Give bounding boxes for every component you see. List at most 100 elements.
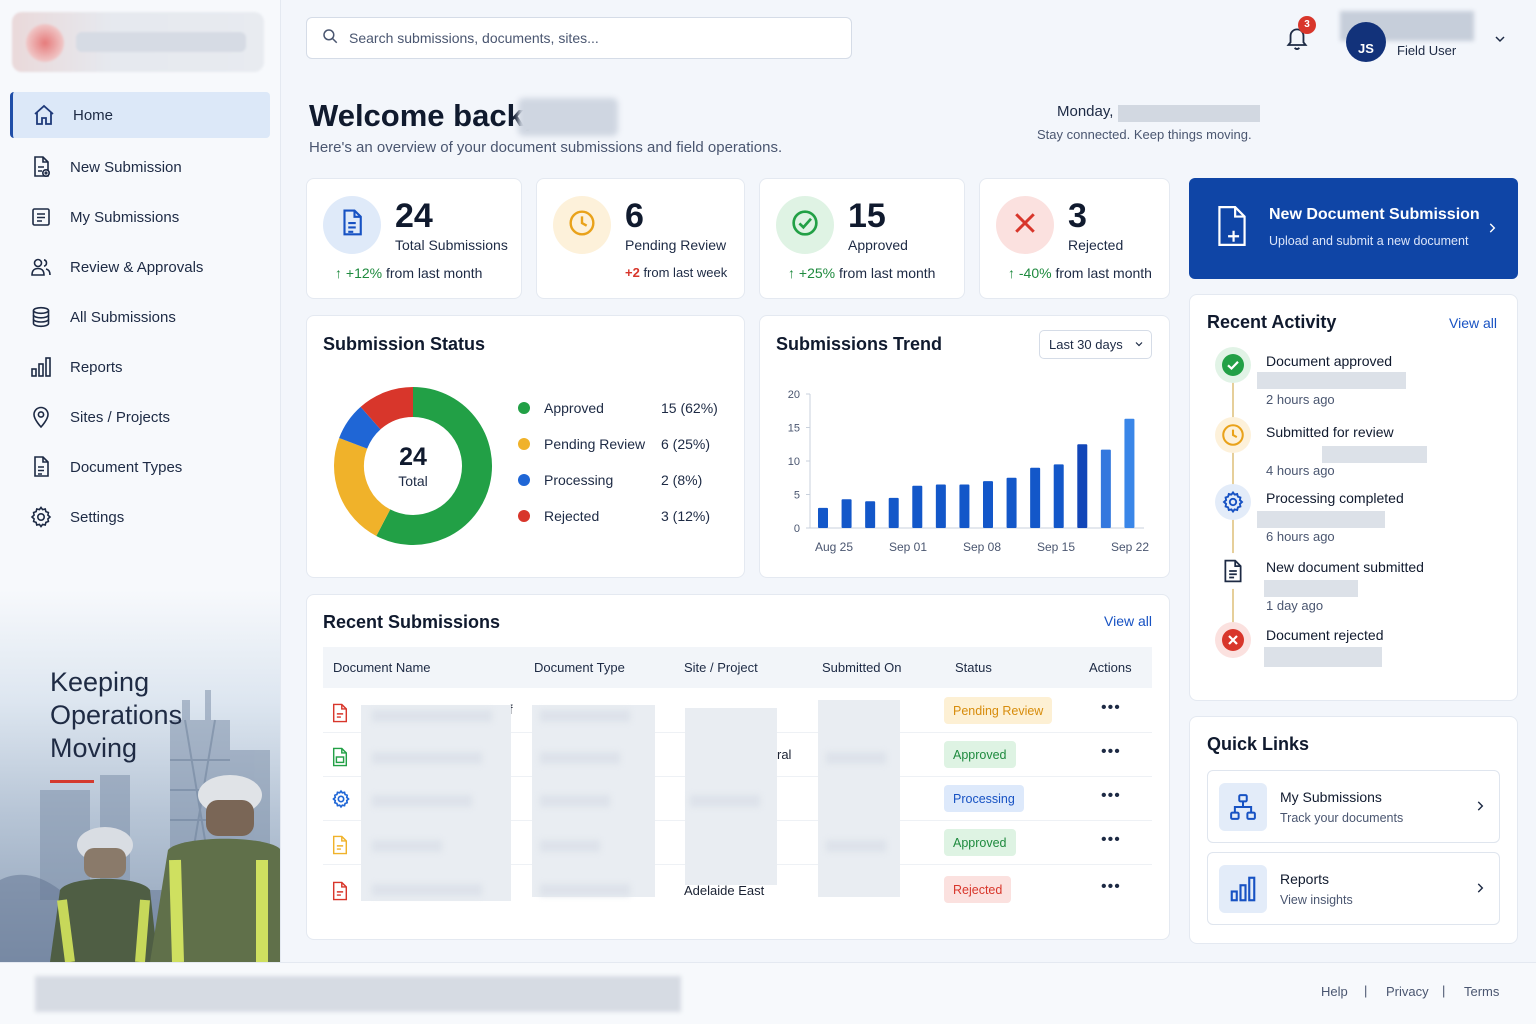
sidebar-item-new-submission[interactable]: New Submission bbox=[0, 142, 280, 192]
redacted-text bbox=[372, 710, 492, 722]
trend-bar bbox=[1100, 449, 1111, 528]
notification-badge: 3 bbox=[1298, 16, 1316, 34]
chevron-right-icon bbox=[1485, 220, 1499, 241]
footer-separator: | bbox=[1364, 983, 1368, 998]
search-icon bbox=[321, 27, 339, 50]
document-icon bbox=[337, 208, 367, 243]
row-actions-button[interactable]: ••• bbox=[1101, 878, 1121, 895]
quick-link-my-submissions[interactable]: My Submissions Track your documents bbox=[1207, 770, 1500, 843]
stat-card-total[interactable]: 24 Total Submissions ↑ +12% from last mo… bbox=[306, 178, 522, 299]
stat-card-approved[interactable]: 15 Approved ↑ +25% from last month bbox=[759, 178, 965, 299]
sidebar-item-home[interactable]: Home bbox=[10, 92, 270, 138]
trend-bar bbox=[865, 501, 876, 528]
clock-icon bbox=[566, 207, 598, 244]
stat-value: 15 bbox=[848, 197, 886, 235]
redacted-text bbox=[1322, 446, 1427, 463]
doc-file-icon bbox=[331, 835, 349, 860]
stat-icon-wrap bbox=[323, 196, 381, 254]
row-actions-button[interactable]: ••• bbox=[1101, 787, 1121, 804]
sidebar-nav: Home New Submission My Submissions Revie… bbox=[0, 92, 280, 542]
trend-bar bbox=[1030, 467, 1041, 528]
site-fragment: ral bbox=[777, 747, 792, 762]
sitemap-icon bbox=[1219, 783, 1267, 831]
app-logo[interactable] bbox=[12, 12, 264, 72]
stat-delta: ↑ +12% from last month bbox=[335, 265, 482, 281]
card-title: Recent Submissions bbox=[323, 612, 501, 632]
trend-bar bbox=[841, 499, 852, 528]
quick-link-subtitle: View insights bbox=[1280, 893, 1353, 907]
cta-title: New Document Submission bbox=[1269, 206, 1480, 223]
column-header[interactable]: Document Name bbox=[333, 660, 431, 675]
date-label: Monday, bbox=[1057, 103, 1114, 120]
page-title: Welcome back, bbox=[309, 98, 533, 133]
row-actions-button[interactable]: ••• bbox=[1101, 699, 1121, 716]
chevron-down-icon[interactable] bbox=[1492, 31, 1508, 52]
redacted-text bbox=[540, 710, 630, 722]
legend-item-pending: Pending Review 6 (25%) bbox=[518, 436, 710, 452]
legend-label: Pending Review bbox=[544, 436, 646, 452]
trend-bar bbox=[1124, 418, 1135, 528]
sidebar-item-settings[interactable]: Settings bbox=[0, 492, 280, 542]
trend-bar bbox=[1077, 444, 1088, 528]
file-plus-icon bbox=[1213, 204, 1251, 253]
redacted-text bbox=[1264, 580, 1358, 597]
date-range-select[interactable]: Last 30 days bbox=[1039, 330, 1152, 359]
redacted-text bbox=[540, 752, 620, 764]
hero-tagline: Keeping Operations Moving bbox=[50, 666, 182, 765]
quick-link-reports[interactable]: Reports View insights bbox=[1207, 852, 1500, 925]
redacted-text bbox=[1257, 372, 1406, 389]
legend-dot bbox=[518, 438, 530, 450]
column-header[interactable]: Document Type bbox=[534, 660, 625, 675]
trend-bar bbox=[818, 507, 828, 528]
trend-bar bbox=[912, 485, 923, 528]
stat-delta-value: +25% bbox=[798, 265, 836, 281]
activity-time: 2 hours ago bbox=[1266, 392, 1335, 407]
column-header[interactable]: Submitted On bbox=[822, 660, 902, 675]
search-input[interactable] bbox=[349, 30, 829, 46]
card-title: Submissions Trend bbox=[776, 334, 943, 354]
page-subtitle: Here's an overview of your document subm… bbox=[309, 139, 783, 156]
redacted-text bbox=[1257, 511, 1385, 528]
sidebar-item-reports[interactable]: Reports bbox=[0, 342, 280, 392]
stat-card-pending[interactable]: 6 Pending Review +2 from last week bbox=[536, 178, 745, 299]
document-icon bbox=[1215, 553, 1251, 589]
legend-value: 6 (25%) bbox=[661, 436, 711, 452]
table-row[interactable]: Adelaide East Rejected ••• bbox=[323, 865, 1152, 909]
bar-chart-icon bbox=[1219, 865, 1267, 913]
arrow-up-icon: ↑ bbox=[788, 265, 795, 281]
sidebar-item-review-approvals[interactable]: Review & Approvals bbox=[0, 242, 280, 292]
footer-privacy-link[interactable]: Privacy bbox=[1386, 984, 1429, 999]
footer-help-link[interactable]: Help bbox=[1321, 984, 1348, 999]
sidebar-item-my-submissions[interactable]: My Submissions bbox=[0, 192, 280, 242]
view-all-submissions-link[interactable]: View all bbox=[1104, 613, 1152, 629]
gear-icon bbox=[1215, 484, 1251, 520]
y-tick-label: 15 bbox=[788, 423, 800, 435]
row-actions-button[interactable]: ••• bbox=[1101, 831, 1121, 848]
sidebar-item-all-submissions[interactable]: All Submissions bbox=[0, 292, 280, 342]
user-role: Field User bbox=[1397, 43, 1457, 58]
hero-line-1: Keeping bbox=[50, 667, 150, 697]
donut-total-label: Total bbox=[398, 473, 428, 489]
row-actions-button[interactable]: ••• bbox=[1101, 743, 1121, 760]
x-icon bbox=[1010, 208, 1040, 243]
footer-terms-link[interactable]: Terms bbox=[1464, 984, 1500, 999]
sidebar-item-document-types[interactable]: Document Types bbox=[0, 442, 280, 492]
avatar[interactable]: JS bbox=[1346, 22, 1386, 62]
y-tick-label: 0 bbox=[794, 523, 800, 535]
trend-bar bbox=[1053, 464, 1064, 528]
search-bar[interactable] bbox=[306, 17, 852, 59]
sidebar-item-sites-projects[interactable]: Sites / Projects bbox=[0, 392, 280, 442]
map-pin-icon bbox=[28, 404, 54, 430]
column-header[interactable]: Status bbox=[955, 660, 992, 675]
stat-delta-value: +12% bbox=[345, 265, 383, 281]
card-title: Recent Activity bbox=[1207, 312, 1337, 332]
stat-label: Rejected bbox=[1068, 237, 1124, 253]
y-tick-label: 20 bbox=[788, 389, 800, 401]
legend-value: 3 (12%) bbox=[661, 508, 711, 524]
view-all-activity-link[interactable]: View all bbox=[1449, 315, 1497, 331]
column-header[interactable]: Site / Project bbox=[684, 660, 758, 675]
legend-dot bbox=[518, 510, 530, 522]
sidebar-item-label: New Submission bbox=[70, 158, 182, 176]
stat-card-rejected[interactable]: 3 Rejected ↑ -40% from last month bbox=[979, 178, 1170, 299]
new-document-submission-button[interactable]: New Document Submission Upload and submi… bbox=[1189, 178, 1518, 279]
